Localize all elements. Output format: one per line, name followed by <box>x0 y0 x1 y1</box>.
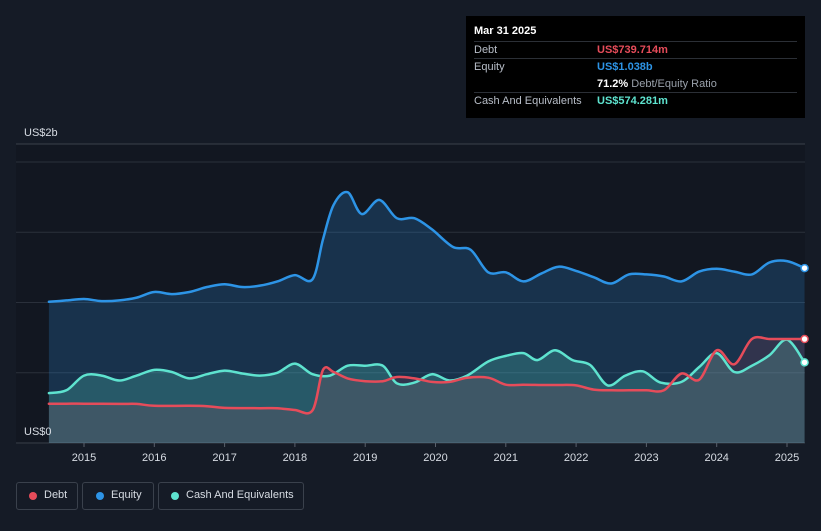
tooltip-debt-label: Debt <box>474 44 498 56</box>
x-tick-label-2016: 2016 <box>142 452 166 464</box>
tooltip-equity-value: US$1.038b <box>597 61 653 73</box>
tooltip-cash-label: Cash And Equivalents <box>474 95 582 107</box>
x-tick-label-2021: 2021 <box>494 452 518 464</box>
tooltip-date: Mar 31 2025 <box>474 25 537 37</box>
tooltip-ratio-label: Debt/Equity Ratio <box>631 78 717 90</box>
cash-and-equivalents-end-marker <box>800 358 809 367</box>
debt-area <box>48 337 805 443</box>
tooltip-cash-value: US$574.281m <box>597 95 668 107</box>
tooltip-row-ratio: 71.2% Debt/Equity Ratio <box>474 75 797 93</box>
cash-and-equivalents-line <box>47 338 806 395</box>
x-tick-label-2015: 2015 <box>72 452 96 464</box>
cash-and-equivalents-area <box>48 339 805 443</box>
x-tick-label-2018: 2018 <box>283 452 307 464</box>
legend-cash-dot <box>171 492 179 500</box>
x-tick-label-2022: 2022 <box>564 452 588 464</box>
tooltip-panel: Mar 31 2025 Debt US$739.714m Equity US$1… <box>466 16 805 118</box>
tooltip-row-equity: Equity US$1.038b <box>474 58 797 76</box>
legend-item-cash[interactable]: Cash And Equivalents <box>158 482 304 510</box>
equity-line <box>47 190 806 304</box>
equity-area <box>48 191 805 443</box>
legend-equity-label: Equity <box>111 489 142 501</box>
tooltip-equity-label: Equity <box>474 61 505 73</box>
legend-cash-label: Cash And Equivalents <box>186 489 294 501</box>
debt-end-marker <box>800 334 809 344</box>
tooltip-row-cash: Cash And Equivalents US$574.281m <box>474 92 797 110</box>
legend-debt-dot <box>29 492 37 500</box>
x-tick-label-2020: 2020 <box>423 452 447 464</box>
tooltip-debt-value: US$739.714m <box>597 44 668 56</box>
tooltip-ratio-value: 71.2% <box>597 78 629 90</box>
x-tick-label-2023: 2023 <box>634 452 658 464</box>
legend-debt-label: Debt <box>44 489 68 501</box>
x-tick-label-2017: 2017 <box>212 452 236 464</box>
legend-item-debt[interactable]: Debt <box>16 482 78 510</box>
tooltip-row-debt: Debt US$739.714m <box>474 41 797 59</box>
debt-line <box>47 335 806 415</box>
legend-equity-dot <box>96 492 104 500</box>
y-axis-bottom-label: US$0 <box>24 426 52 438</box>
x-tick-label-2025: 2025 <box>775 452 799 464</box>
legend-item-equity[interactable]: Equity <box>82 482 154 510</box>
x-tick-label-2024: 2024 <box>704 452 728 464</box>
equity-end-marker <box>800 263 809 273</box>
y-axis-top-label: US$2b <box>24 127 58 139</box>
x-tick-label-2019: 2019 <box>353 452 377 464</box>
